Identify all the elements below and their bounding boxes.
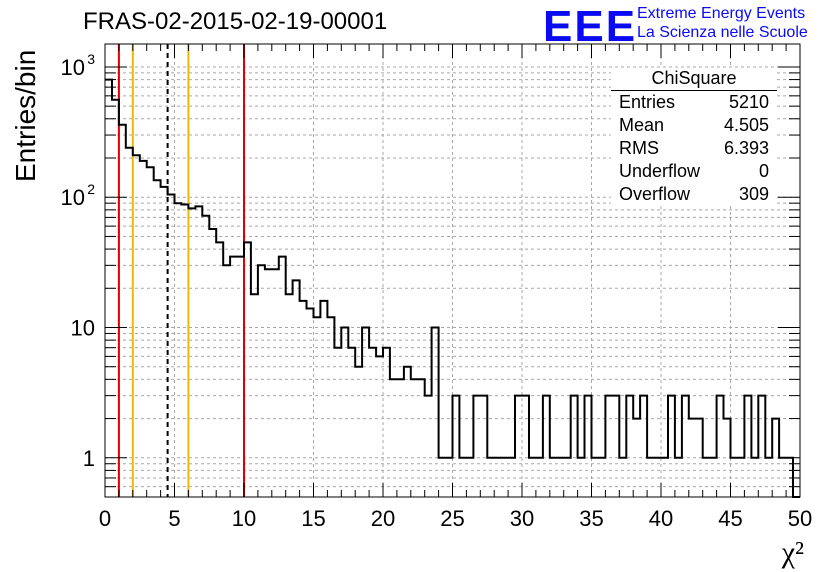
stats-value: 4.505: [723, 115, 769, 135]
y-tick-label: 10: [71, 316, 95, 341]
histogram-series: [105, 78, 800, 498]
eee-logo: EEE: [543, 2, 638, 51]
stats-value: 5210: [728, 92, 769, 112]
x-tick-label: 45: [718, 506, 742, 531]
x-axis-label: χ²: [781, 536, 804, 569]
x-tick-label: 10: [232, 506, 256, 531]
x-tick-label: 5: [168, 506, 180, 531]
stats-value: 309: [738, 184, 769, 204]
x-tick-label: 35: [579, 506, 603, 531]
stats-row: Mean 4.505: [611, 114, 777, 137]
chart-title: FRAS-02-2015-02-19-00001: [83, 8, 388, 35]
stats-row: RMS 6.393: [611, 137, 777, 160]
y-tick-exponent: 3: [87, 51, 95, 67]
stats-label: Entries: [619, 92, 676, 112]
stats-label: RMS: [619, 138, 659, 158]
y-tick-exponent: 2: [87, 181, 95, 197]
y-tick-label: 10: [61, 185, 85, 210]
x-tick-label: 40: [649, 506, 673, 531]
stats-box: ChiSquare Entries 5210 Mean 4.505 RMS 6.393…: [611, 68, 777, 206]
stats-value: 0: [758, 161, 769, 181]
logo-text-1: Extreme Energy Events: [637, 5, 806, 22]
stats-label: Underflow: [619, 161, 701, 181]
stats-row: Underflow 0: [611, 160, 777, 183]
x-tick-label: 0: [99, 506, 111, 531]
x-tick-label: 15: [301, 506, 325, 531]
stats-row: Overflow 309: [611, 183, 777, 206]
stats-row: Entries 5210: [611, 91, 777, 114]
stats-value: 6.393: [723, 138, 769, 158]
x-tick-label: 20: [371, 506, 395, 531]
y-tick-label: 10: [61, 55, 85, 80]
logo-text-2: La Scienza nelle Scuole: [637, 24, 808, 41]
x-tick-label: 30: [510, 506, 534, 531]
y-tick-label: 1: [83, 446, 95, 471]
stats-name: ChiSquare: [611, 68, 777, 91]
stats-label: Mean: [619, 115, 665, 135]
x-tick-label: 25: [440, 506, 464, 531]
stats-label: Overflow: [619, 184, 691, 204]
x-tick-label: 50: [788, 506, 812, 531]
